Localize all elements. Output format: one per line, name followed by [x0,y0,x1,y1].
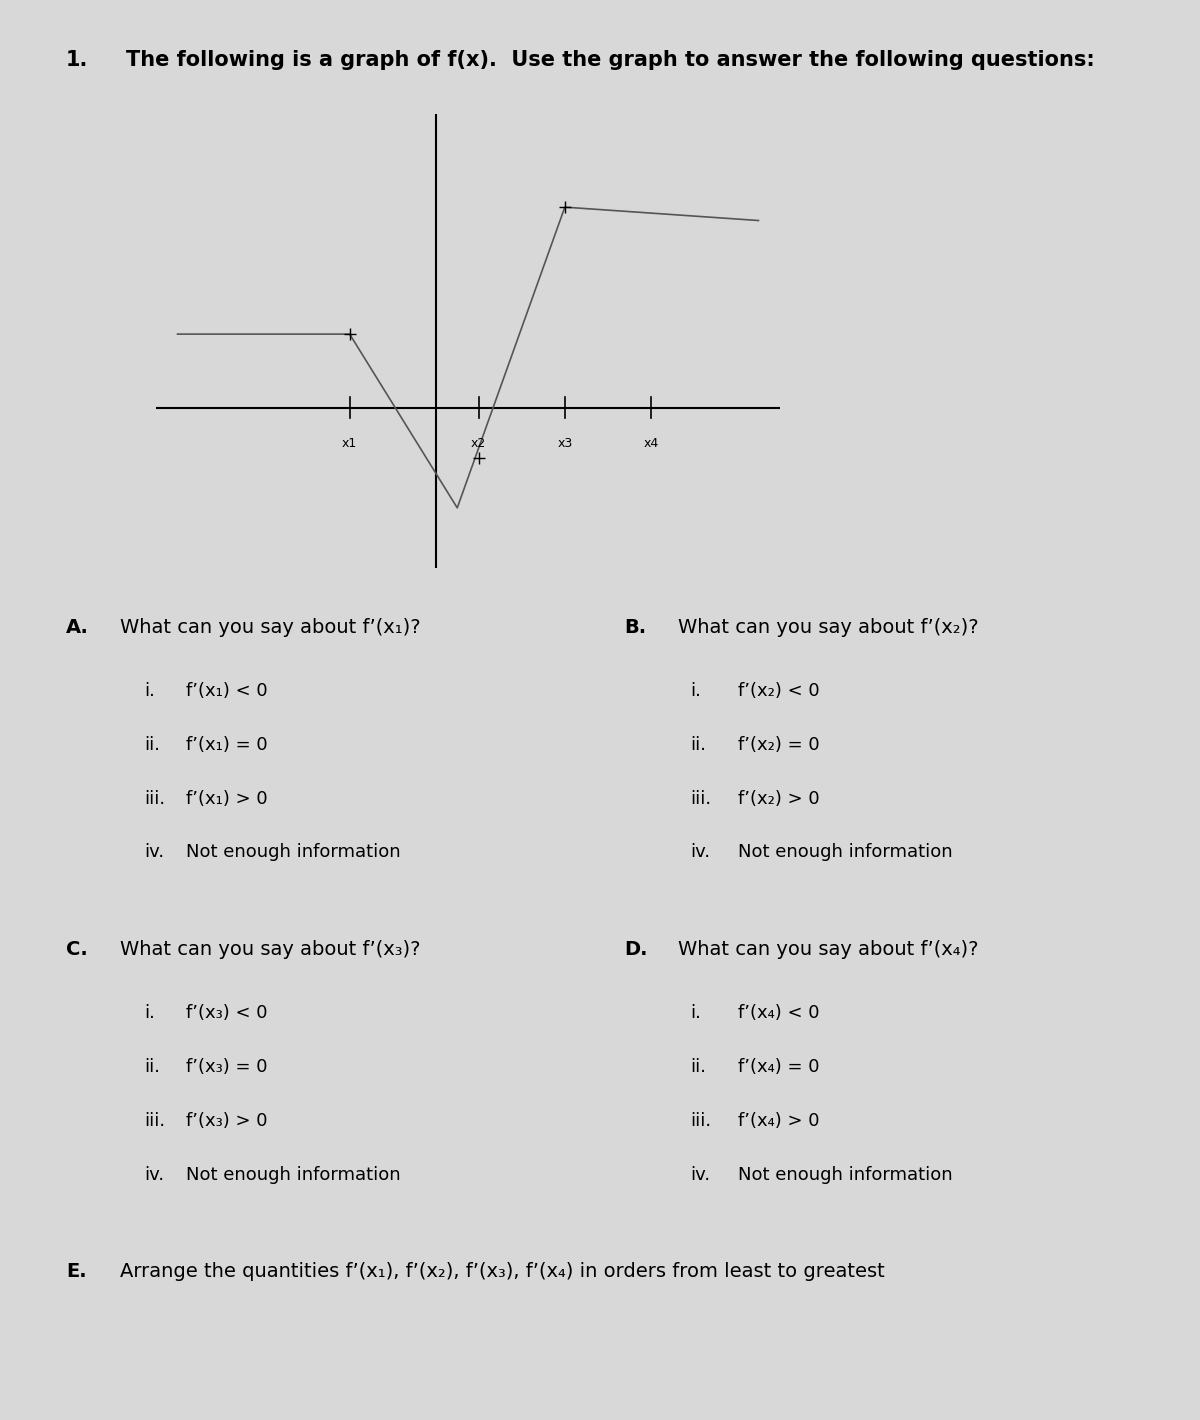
Text: x2: x2 [472,437,486,450]
Text: iii.: iii. [690,1112,712,1130]
Text: i.: i. [144,682,155,700]
Text: E.: E. [66,1262,86,1281]
Text: Not enough information: Not enough information [738,843,953,862]
Text: iii.: iii. [690,790,712,808]
Text: B.: B. [624,618,646,636]
Text: f’(x₃) > 0: f’(x₃) > 0 [186,1112,268,1130]
Text: f’(x₃) < 0: f’(x₃) < 0 [186,1004,268,1022]
Text: Not enough information: Not enough information [186,1166,401,1184]
Text: The following is a graph of f(x).  Use the graph to answer the following questio: The following is a graph of f(x). Use th… [126,50,1094,70]
Text: D.: D. [624,940,648,959]
Text: iv.: iv. [690,843,710,862]
Text: iii.: iii. [144,1112,166,1130]
Text: x3: x3 [557,437,572,450]
Text: i.: i. [144,1004,155,1022]
Text: f’(x₂) = 0: f’(x₂) = 0 [738,736,820,754]
Text: iv.: iv. [690,1166,710,1184]
Text: ii.: ii. [144,1058,160,1076]
Text: f’(x₂) < 0: f’(x₂) < 0 [738,682,820,700]
Text: f’(x₄) > 0: f’(x₄) > 0 [738,1112,820,1130]
Text: f’(x₄) = 0: f’(x₄) = 0 [738,1058,820,1076]
Text: f’(x₁) < 0: f’(x₁) < 0 [186,682,268,700]
Text: f’(x₄) < 0: f’(x₄) < 0 [738,1004,820,1022]
Text: C.: C. [66,940,88,959]
Text: What can you say about f’(x₂)?: What can you say about f’(x₂)? [678,618,979,636]
Text: f’(x₁) > 0: f’(x₁) > 0 [186,790,268,808]
Text: f’(x₂) > 0: f’(x₂) > 0 [738,790,820,808]
Text: Arrange the quantities f’(x₁), f’(x₂), f’(x₃), f’(x₄) in orders from least to gr: Arrange the quantities f’(x₁), f’(x₂), f… [120,1262,884,1281]
Text: ii.: ii. [690,736,706,754]
Text: Not enough information: Not enough information [186,843,401,862]
Text: f’(x₃) = 0: f’(x₃) = 0 [186,1058,268,1076]
Text: 1.: 1. [66,50,89,70]
Text: i.: i. [690,682,701,700]
Text: f’(x₁) = 0: f’(x₁) = 0 [186,736,268,754]
Text: i.: i. [690,1004,701,1022]
Text: iv.: iv. [144,1166,164,1184]
Text: iv.: iv. [144,843,164,862]
Text: ii.: ii. [690,1058,706,1076]
Text: What can you say about f’(x₁)?: What can you say about f’(x₁)? [120,618,421,636]
Text: A.: A. [66,618,89,636]
Text: x4: x4 [643,437,659,450]
Text: ii.: ii. [144,736,160,754]
Text: x1: x1 [342,437,358,450]
Text: Not enough information: Not enough information [738,1166,953,1184]
Text: iii.: iii. [144,790,166,808]
Text: What can you say about f’(x₃)?: What can you say about f’(x₃)? [120,940,420,959]
Text: What can you say about f’(x₄)?: What can you say about f’(x₄)? [678,940,978,959]
